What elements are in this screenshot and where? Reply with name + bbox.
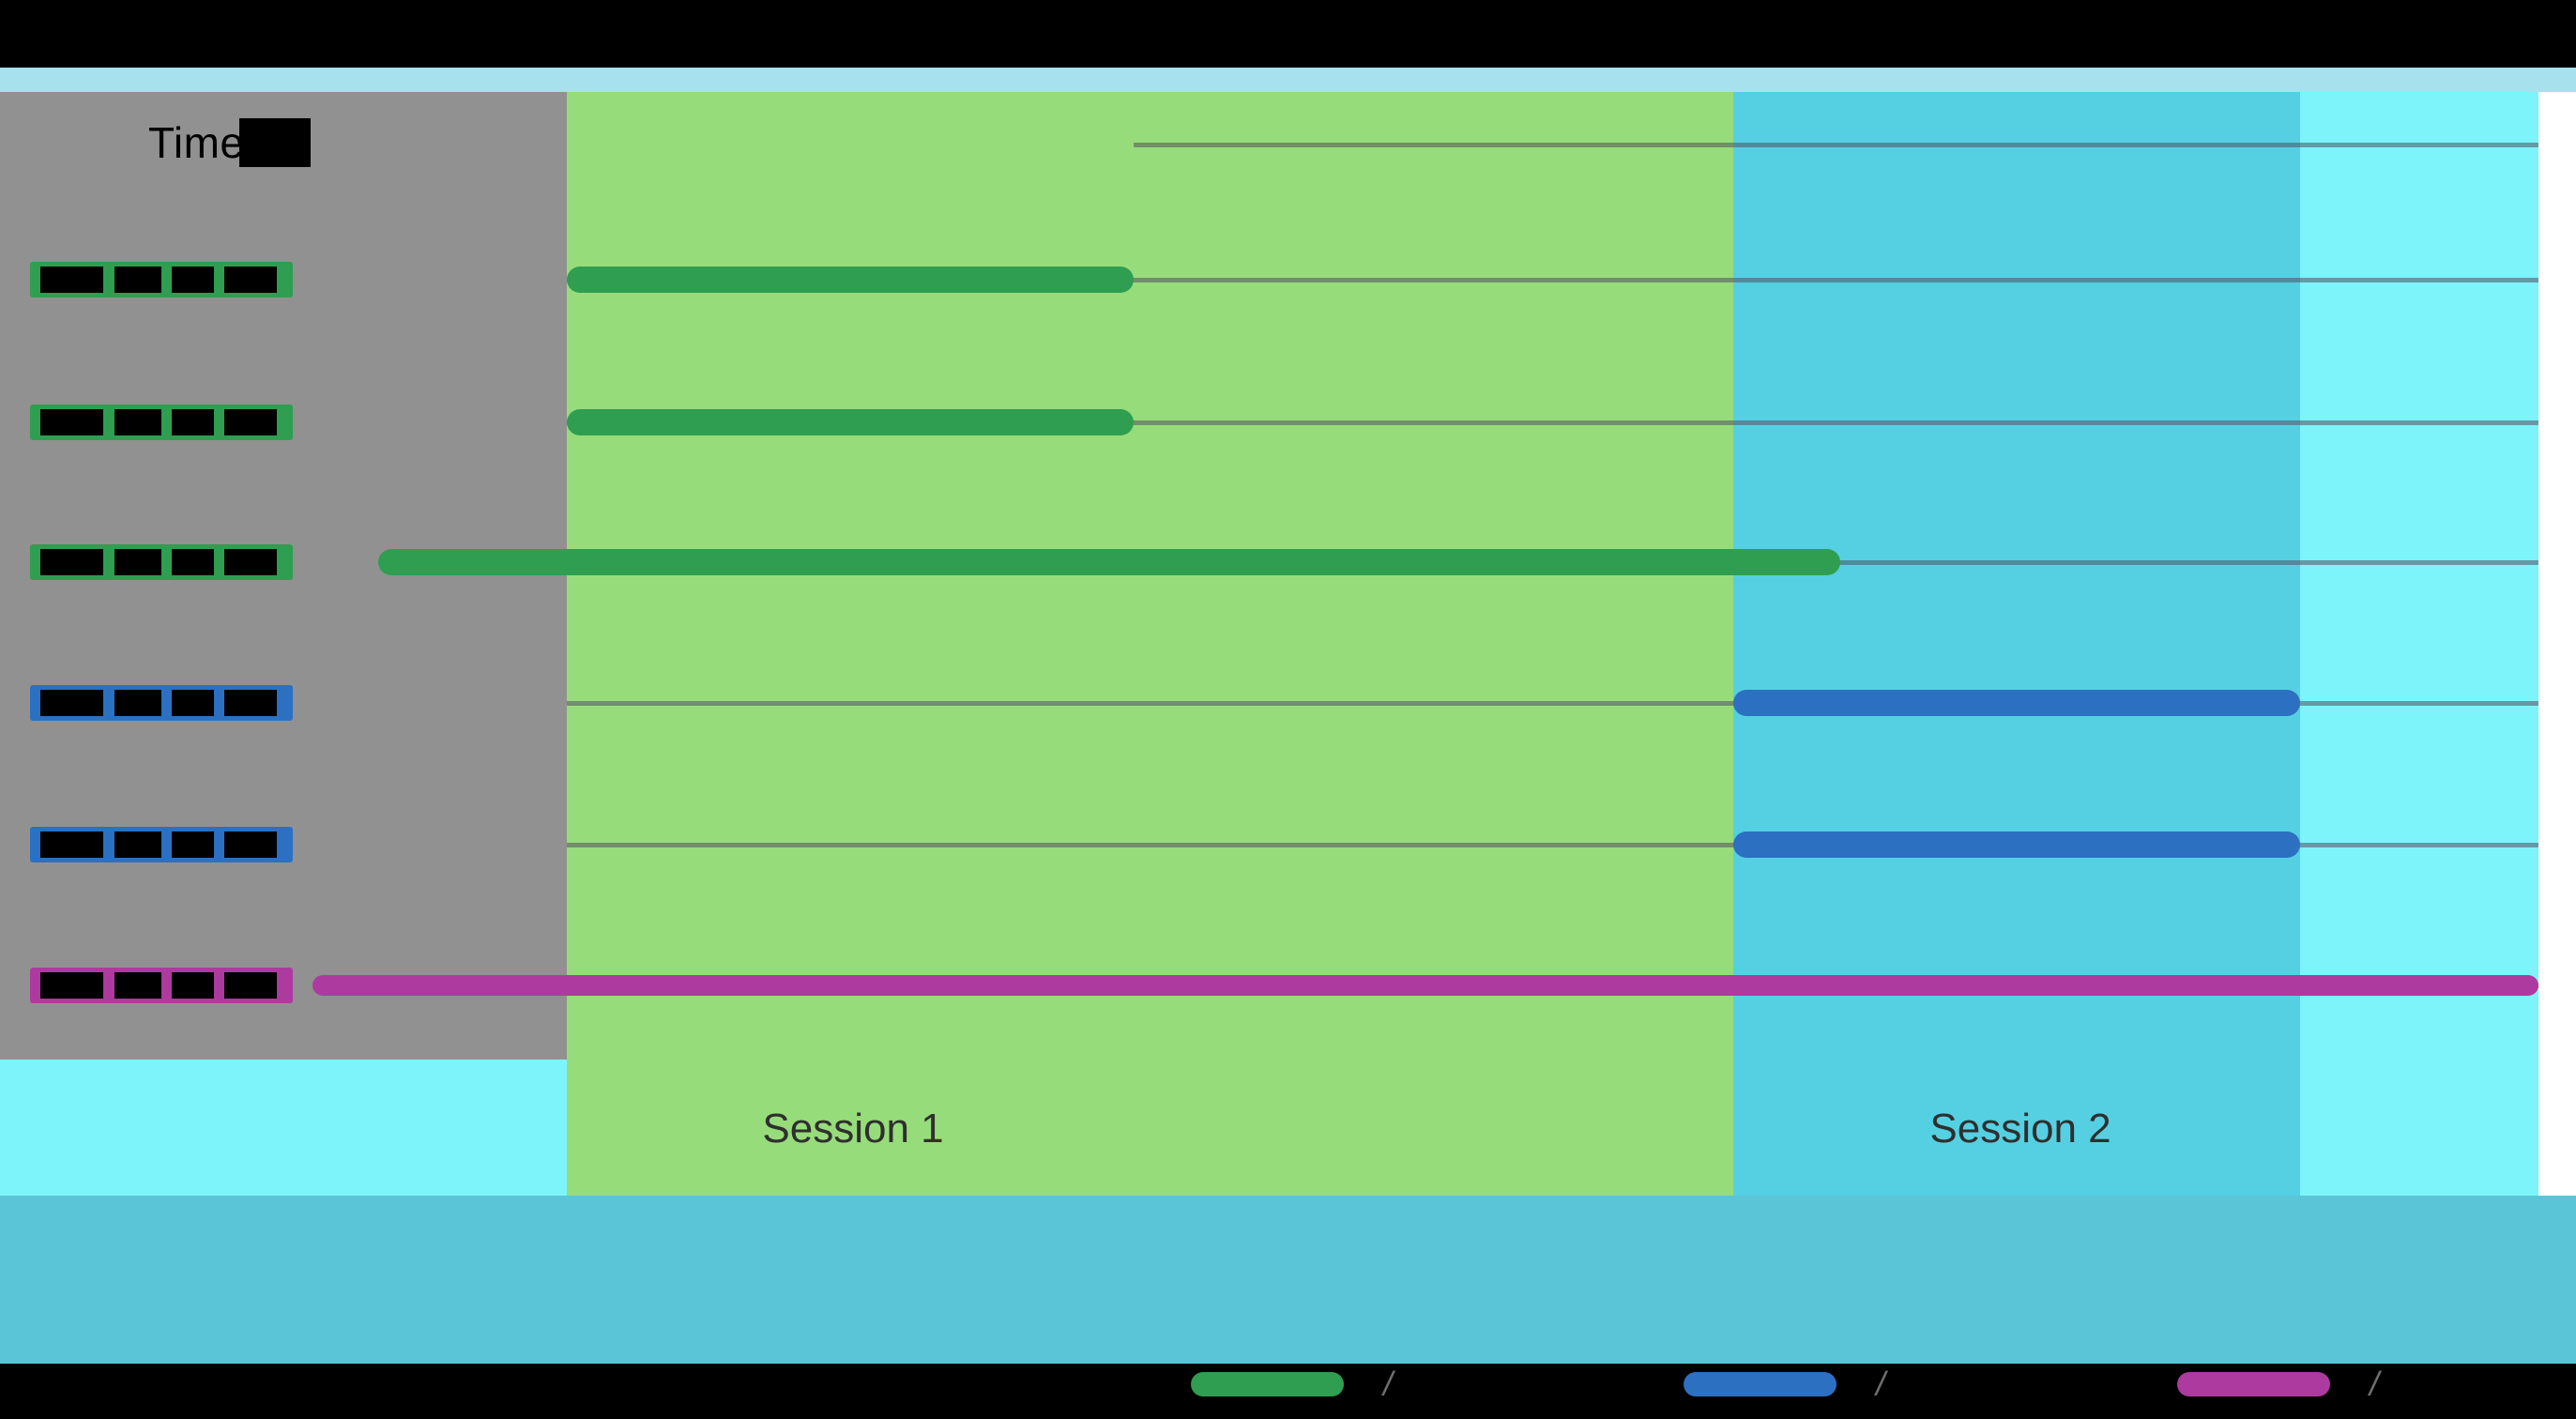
task-bar-row-3 — [378, 549, 1840, 575]
row-label-5 — [30, 827, 293, 862]
gridline — [567, 843, 2538, 847]
gridline — [1134, 143, 2538, 147]
redacted-label-text — [224, 549, 278, 575]
legend-swatch-magenta — [2177, 1372, 2330, 1396]
gridline — [567, 701, 2538, 706]
redacted-label-text — [40, 690, 104, 716]
session2-label: Session 2 — [1929, 1106, 2111, 1152]
session1-band — [567, 92, 1733, 1196]
row-label-3 — [30, 544, 293, 580]
legend-swatch-blue — [1684, 1372, 1837, 1396]
right-margin-band — [2300, 92, 2538, 1196]
redacted-label-text — [114, 267, 161, 293]
legend-suffix-blue: / — [1876, 1365, 1886, 1403]
legend-item-blue: / — [1684, 1365, 1886, 1403]
gridline — [567, 420, 2538, 425]
bottom-strip — [0, 1196, 2576, 1364]
legend-swatch-green — [1191, 1372, 1344, 1396]
task-bar-row-4 — [1733, 690, 2300, 716]
session1-label: Session 1 — [762, 1106, 944, 1152]
redacted-label-text — [224, 267, 278, 293]
right-white-margin — [2538, 92, 2576, 1196]
legend-suffix-magenta: / — [2370, 1365, 2380, 1403]
top-strip — [0, 68, 2576, 92]
task-bar-row-2 — [567, 409, 1134, 435]
redacted-label-text — [172, 690, 214, 716]
redacted-label-text — [40, 267, 104, 293]
redacted-label-text — [172, 832, 214, 858]
redacted-label-text — [224, 409, 278, 435]
task-bar-row-1 — [567, 267, 1134, 293]
redacted-label-text — [172, 549, 214, 575]
bottom-left-area — [0, 1060, 567, 1196]
redacted-label-text — [172, 409, 214, 435]
redaction-box — [238, 118, 311, 167]
gridline — [567, 278, 2538, 282]
time-axis-title: Time — [148, 116, 311, 169]
session2-band — [1733, 92, 2300, 1196]
redacted-label-text — [114, 832, 161, 858]
redacted-label-text — [114, 972, 161, 999]
redacted-label-text — [114, 409, 161, 435]
redacted-label-text — [114, 549, 161, 575]
redacted-label-text — [40, 832, 104, 858]
redacted-label-text — [40, 549, 104, 575]
row-label-1 — [30, 262, 293, 298]
row-label-4 — [30, 685, 293, 721]
redacted-label-text — [224, 832, 278, 858]
row-label-2 — [30, 404, 293, 440]
legend-item-green: / — [1191, 1365, 1394, 1403]
redacted-label-text — [40, 409, 104, 435]
legend-suffix-green: / — [1383, 1365, 1394, 1403]
row-label-6 — [30, 968, 293, 1003]
redacted-label-text — [172, 267, 214, 293]
redacted-label-text — [40, 972, 104, 999]
redacted-label-text — [114, 690, 161, 716]
redacted-label-text — [224, 690, 278, 716]
task-bar-row-5 — [1733, 832, 2300, 858]
redacted-label-text — [224, 972, 278, 999]
legend-item-magenta: / — [2177, 1365, 2380, 1403]
task-bar-row-6 — [312, 975, 2538, 996]
redacted-label-text — [172, 972, 214, 999]
time-label: Time — [148, 118, 245, 167]
